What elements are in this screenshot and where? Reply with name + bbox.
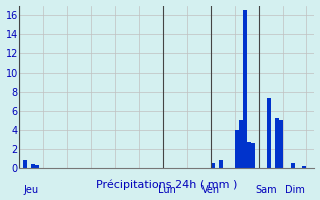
Text: Lun: Lun xyxy=(158,185,176,195)
Bar xyxy=(302,166,307,168)
Text: Jeu: Jeu xyxy=(24,185,39,195)
Bar xyxy=(23,160,27,168)
Bar xyxy=(219,160,223,168)
Bar xyxy=(239,120,243,168)
X-axis label: Précipitations 24h ( mm ): Précipitations 24h ( mm ) xyxy=(96,179,237,190)
Bar xyxy=(275,118,278,168)
Bar xyxy=(247,142,251,168)
Text: Sam: Sam xyxy=(256,185,277,195)
Bar xyxy=(291,163,294,168)
Bar xyxy=(31,164,35,168)
Bar xyxy=(35,165,39,168)
Bar xyxy=(211,163,215,168)
Bar xyxy=(278,120,283,168)
Bar xyxy=(251,143,255,168)
Text: Dim: Dim xyxy=(284,185,304,195)
Bar xyxy=(267,98,271,168)
Bar xyxy=(235,130,239,168)
Text: Ven: Ven xyxy=(202,185,220,195)
Bar xyxy=(243,10,247,168)
